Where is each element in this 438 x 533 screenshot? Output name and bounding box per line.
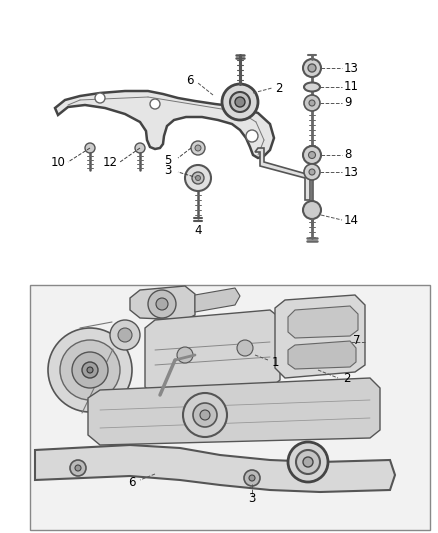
Circle shape <box>150 99 160 109</box>
Polygon shape <box>255 148 310 200</box>
Polygon shape <box>35 445 395 492</box>
Circle shape <box>195 175 201 181</box>
Bar <box>30 285 430 530</box>
Text: 6: 6 <box>128 475 136 489</box>
Text: 2: 2 <box>275 82 283 94</box>
Text: 8: 8 <box>344 149 351 161</box>
Circle shape <box>193 403 217 427</box>
Circle shape <box>70 460 86 476</box>
Circle shape <box>249 475 255 481</box>
Circle shape <box>156 298 168 310</box>
Circle shape <box>135 143 145 153</box>
Circle shape <box>148 290 176 318</box>
Circle shape <box>244 470 260 486</box>
Circle shape <box>195 145 201 151</box>
Circle shape <box>95 93 105 103</box>
Text: 2: 2 <box>343 372 350 384</box>
Polygon shape <box>195 288 240 312</box>
Polygon shape <box>55 91 274 158</box>
Circle shape <box>85 143 95 153</box>
Circle shape <box>309 100 315 106</box>
Circle shape <box>118 328 132 342</box>
Circle shape <box>192 172 204 184</box>
Circle shape <box>303 59 321 77</box>
Circle shape <box>60 340 120 400</box>
Circle shape <box>75 465 81 471</box>
Polygon shape <box>275 295 365 378</box>
Text: 1: 1 <box>272 356 279 368</box>
Circle shape <box>230 92 250 112</box>
Circle shape <box>87 367 93 373</box>
Circle shape <box>308 151 315 158</box>
Circle shape <box>72 352 108 388</box>
Circle shape <box>308 64 316 72</box>
Circle shape <box>183 393 227 437</box>
Circle shape <box>246 130 258 142</box>
Circle shape <box>304 95 320 111</box>
Text: 4: 4 <box>194 223 202 237</box>
Polygon shape <box>88 378 380 445</box>
Text: 5: 5 <box>164 154 172 166</box>
Text: 7: 7 <box>353 334 360 346</box>
Text: 3: 3 <box>164 164 172 176</box>
Circle shape <box>303 457 313 467</box>
Circle shape <box>303 146 321 164</box>
Circle shape <box>177 347 193 363</box>
Text: 10: 10 <box>50 157 65 169</box>
Polygon shape <box>130 286 195 320</box>
Circle shape <box>110 320 140 350</box>
Text: 14: 14 <box>344 214 359 227</box>
Text: 13: 13 <box>344 61 359 75</box>
Text: 11: 11 <box>344 80 359 93</box>
Circle shape <box>288 442 328 482</box>
Circle shape <box>235 97 245 107</box>
Circle shape <box>222 84 258 120</box>
Circle shape <box>237 340 253 356</box>
Polygon shape <box>145 310 280 395</box>
Text: 12: 12 <box>102 157 117 169</box>
Circle shape <box>296 450 320 474</box>
Circle shape <box>304 164 320 180</box>
Ellipse shape <box>304 83 320 92</box>
Circle shape <box>48 328 132 412</box>
Text: 13: 13 <box>344 166 359 179</box>
Circle shape <box>191 141 205 155</box>
Text: 9: 9 <box>344 96 352 109</box>
Text: 3: 3 <box>248 491 256 505</box>
Polygon shape <box>288 341 356 369</box>
Circle shape <box>303 201 321 219</box>
Circle shape <box>309 169 315 175</box>
Circle shape <box>185 165 211 191</box>
Circle shape <box>82 362 98 378</box>
Text: 6: 6 <box>186 74 194 86</box>
Polygon shape <box>288 306 358 338</box>
Circle shape <box>200 410 210 420</box>
